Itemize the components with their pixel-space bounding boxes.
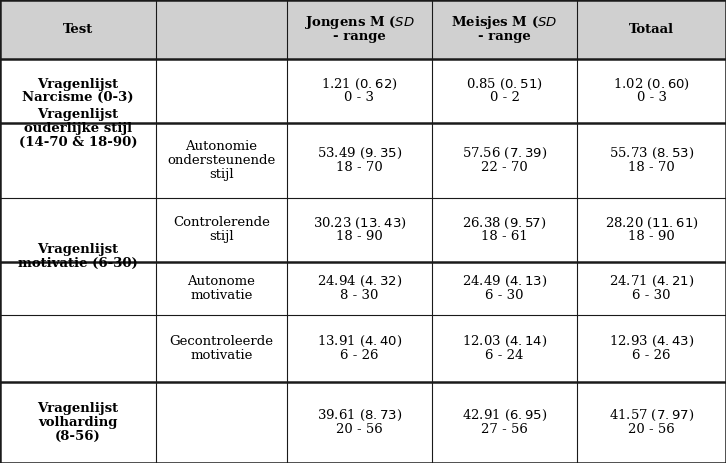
Text: Vragenlijst: Vragenlijst bbox=[38, 78, 118, 91]
Text: 55.73 ($\mathit{8{.}53}$): 55.73 ($\mathit{8{.}53}$) bbox=[609, 146, 694, 161]
Text: - range: - range bbox=[333, 30, 386, 43]
Text: 27 - 56: 27 - 56 bbox=[481, 423, 528, 436]
Bar bbox=[0, 262, 726, 315]
Text: 28.20 ($\mathit{11{.}61}$): 28.20 ($\mathit{11{.}61}$) bbox=[605, 215, 698, 231]
Text: 26.38 ($\mathit{9{.}57}$): 26.38 ($\mathit{9{.}57}$) bbox=[462, 215, 547, 231]
Text: 30.23 ($\mathit{13{.}43}$): 30.23 ($\mathit{13{.}43}$) bbox=[313, 215, 406, 231]
Bar bbox=[0, 0, 726, 59]
Text: stijl: stijl bbox=[209, 168, 234, 181]
Text: motivatie: motivatie bbox=[190, 288, 253, 301]
Text: (8-56): (8-56) bbox=[55, 430, 101, 443]
Text: 8 - 30: 8 - 30 bbox=[340, 288, 378, 301]
Text: 18 - 70: 18 - 70 bbox=[628, 161, 675, 174]
Text: Vragenlijst: Vragenlijst bbox=[38, 243, 118, 256]
Bar bbox=[0, 315, 726, 382]
Bar bbox=[0, 382, 726, 463]
Text: motivatie: motivatie bbox=[190, 349, 253, 362]
Text: 1.02 ($\mathit{0{.}60}$): 1.02 ($\mathit{0{.}60}$) bbox=[613, 76, 690, 92]
Text: volharding: volharding bbox=[38, 416, 118, 429]
Text: Jongens M ($\mathit{SD}$: Jongens M ($\mathit{SD}$ bbox=[304, 14, 415, 31]
Text: 18 - 61: 18 - 61 bbox=[481, 230, 528, 243]
Text: 6 - 30: 6 - 30 bbox=[485, 288, 524, 301]
Bar bbox=[0, 59, 726, 123]
Text: 18 - 70: 18 - 70 bbox=[336, 161, 383, 174]
Text: 18 - 90: 18 - 90 bbox=[336, 230, 383, 243]
Text: 1.21 ($\mathit{0{.}62}$): 1.21 ($\mathit{0{.}62}$) bbox=[321, 76, 398, 92]
Text: Controlerende: Controlerende bbox=[173, 217, 270, 230]
Text: 0 - 2: 0 - 2 bbox=[489, 91, 520, 104]
Text: Autonomie: Autonomie bbox=[185, 140, 258, 153]
Text: 41.57 ($\mathit{7{.}97}$): 41.57 ($\mathit{7{.}97}$) bbox=[609, 408, 694, 423]
Text: 0 - 3: 0 - 3 bbox=[637, 91, 666, 104]
Text: Vragenlijst: Vragenlijst bbox=[38, 402, 118, 415]
Text: 0.85 ($\mathit{0{.}51}$): 0.85 ($\mathit{0{.}51}$) bbox=[466, 76, 543, 92]
Text: ondersteunende: ondersteunende bbox=[167, 154, 276, 167]
Text: 6 - 24: 6 - 24 bbox=[486, 349, 523, 362]
Text: 0 - 3: 0 - 3 bbox=[344, 91, 375, 104]
Text: 12.93 ($\mathit{4{.}43}$): 12.93 ($\mathit{4{.}43}$) bbox=[609, 334, 694, 349]
Text: 20 - 56: 20 - 56 bbox=[336, 423, 383, 436]
Text: 18 - 90: 18 - 90 bbox=[628, 230, 675, 243]
Text: - range: - range bbox=[478, 30, 531, 43]
Text: 12.03 ($\mathit{4{.}14}$): 12.03 ($\mathit{4{.}14}$) bbox=[462, 334, 547, 349]
Text: 53.49 ($\mathit{9{.}35}$): 53.49 ($\mathit{9{.}35}$) bbox=[317, 146, 402, 161]
Text: Totaal: Totaal bbox=[629, 23, 674, 36]
Text: 57.56 ($\mathit{7{.}39}$): 57.56 ($\mathit{7{.}39}$) bbox=[462, 146, 547, 161]
Text: 24.71 ($\mathit{4{.}21}$): 24.71 ($\mathit{4{.}21}$) bbox=[609, 274, 694, 289]
Text: Narcisme (0-3): Narcisme (0-3) bbox=[23, 91, 134, 104]
Text: Vragenlijst: Vragenlijst bbox=[38, 108, 118, 121]
Text: (14-70 & 18-90): (14-70 & 18-90) bbox=[19, 136, 137, 149]
Text: 20 - 56: 20 - 56 bbox=[628, 423, 675, 436]
Bar bbox=[0, 198, 726, 262]
Text: stijl: stijl bbox=[209, 230, 234, 243]
Text: 6 - 30: 6 - 30 bbox=[632, 288, 671, 301]
Text: Meisjes M ($\mathit{SD}$: Meisjes M ($\mathit{SD}$ bbox=[452, 14, 558, 31]
Text: 24.49 ($\mathit{4{.}13}$): 24.49 ($\mathit{4{.}13}$) bbox=[462, 274, 547, 289]
Text: 13.91 ($\mathit{4{.}40}$): 13.91 ($\mathit{4{.}40}$) bbox=[317, 334, 402, 349]
Text: Autonome: Autonome bbox=[187, 275, 256, 288]
Text: Gecontroleerde: Gecontroleerde bbox=[169, 335, 274, 348]
Text: Test: Test bbox=[63, 23, 93, 36]
Text: 24.94 ($\mathit{4{.}32}$): 24.94 ($\mathit{4{.}32}$) bbox=[317, 274, 402, 289]
Text: 6 - 26: 6 - 26 bbox=[632, 349, 671, 362]
Text: 6 - 26: 6 - 26 bbox=[340, 349, 379, 362]
Text: 22 - 70: 22 - 70 bbox=[481, 161, 528, 174]
Text: motivatie (6-30): motivatie (6-30) bbox=[18, 257, 138, 270]
Text: ouderlijke stijl: ouderlijke stijl bbox=[24, 122, 132, 135]
Text: 42.91 ($\mathit{6{.}95}$): 42.91 ($\mathit{6{.}95}$) bbox=[462, 408, 547, 423]
Bar bbox=[0, 123, 726, 198]
Text: 39.61 ($\mathit{8{.}73}$): 39.61 ($\mathit{8{.}73}$) bbox=[317, 408, 402, 423]
